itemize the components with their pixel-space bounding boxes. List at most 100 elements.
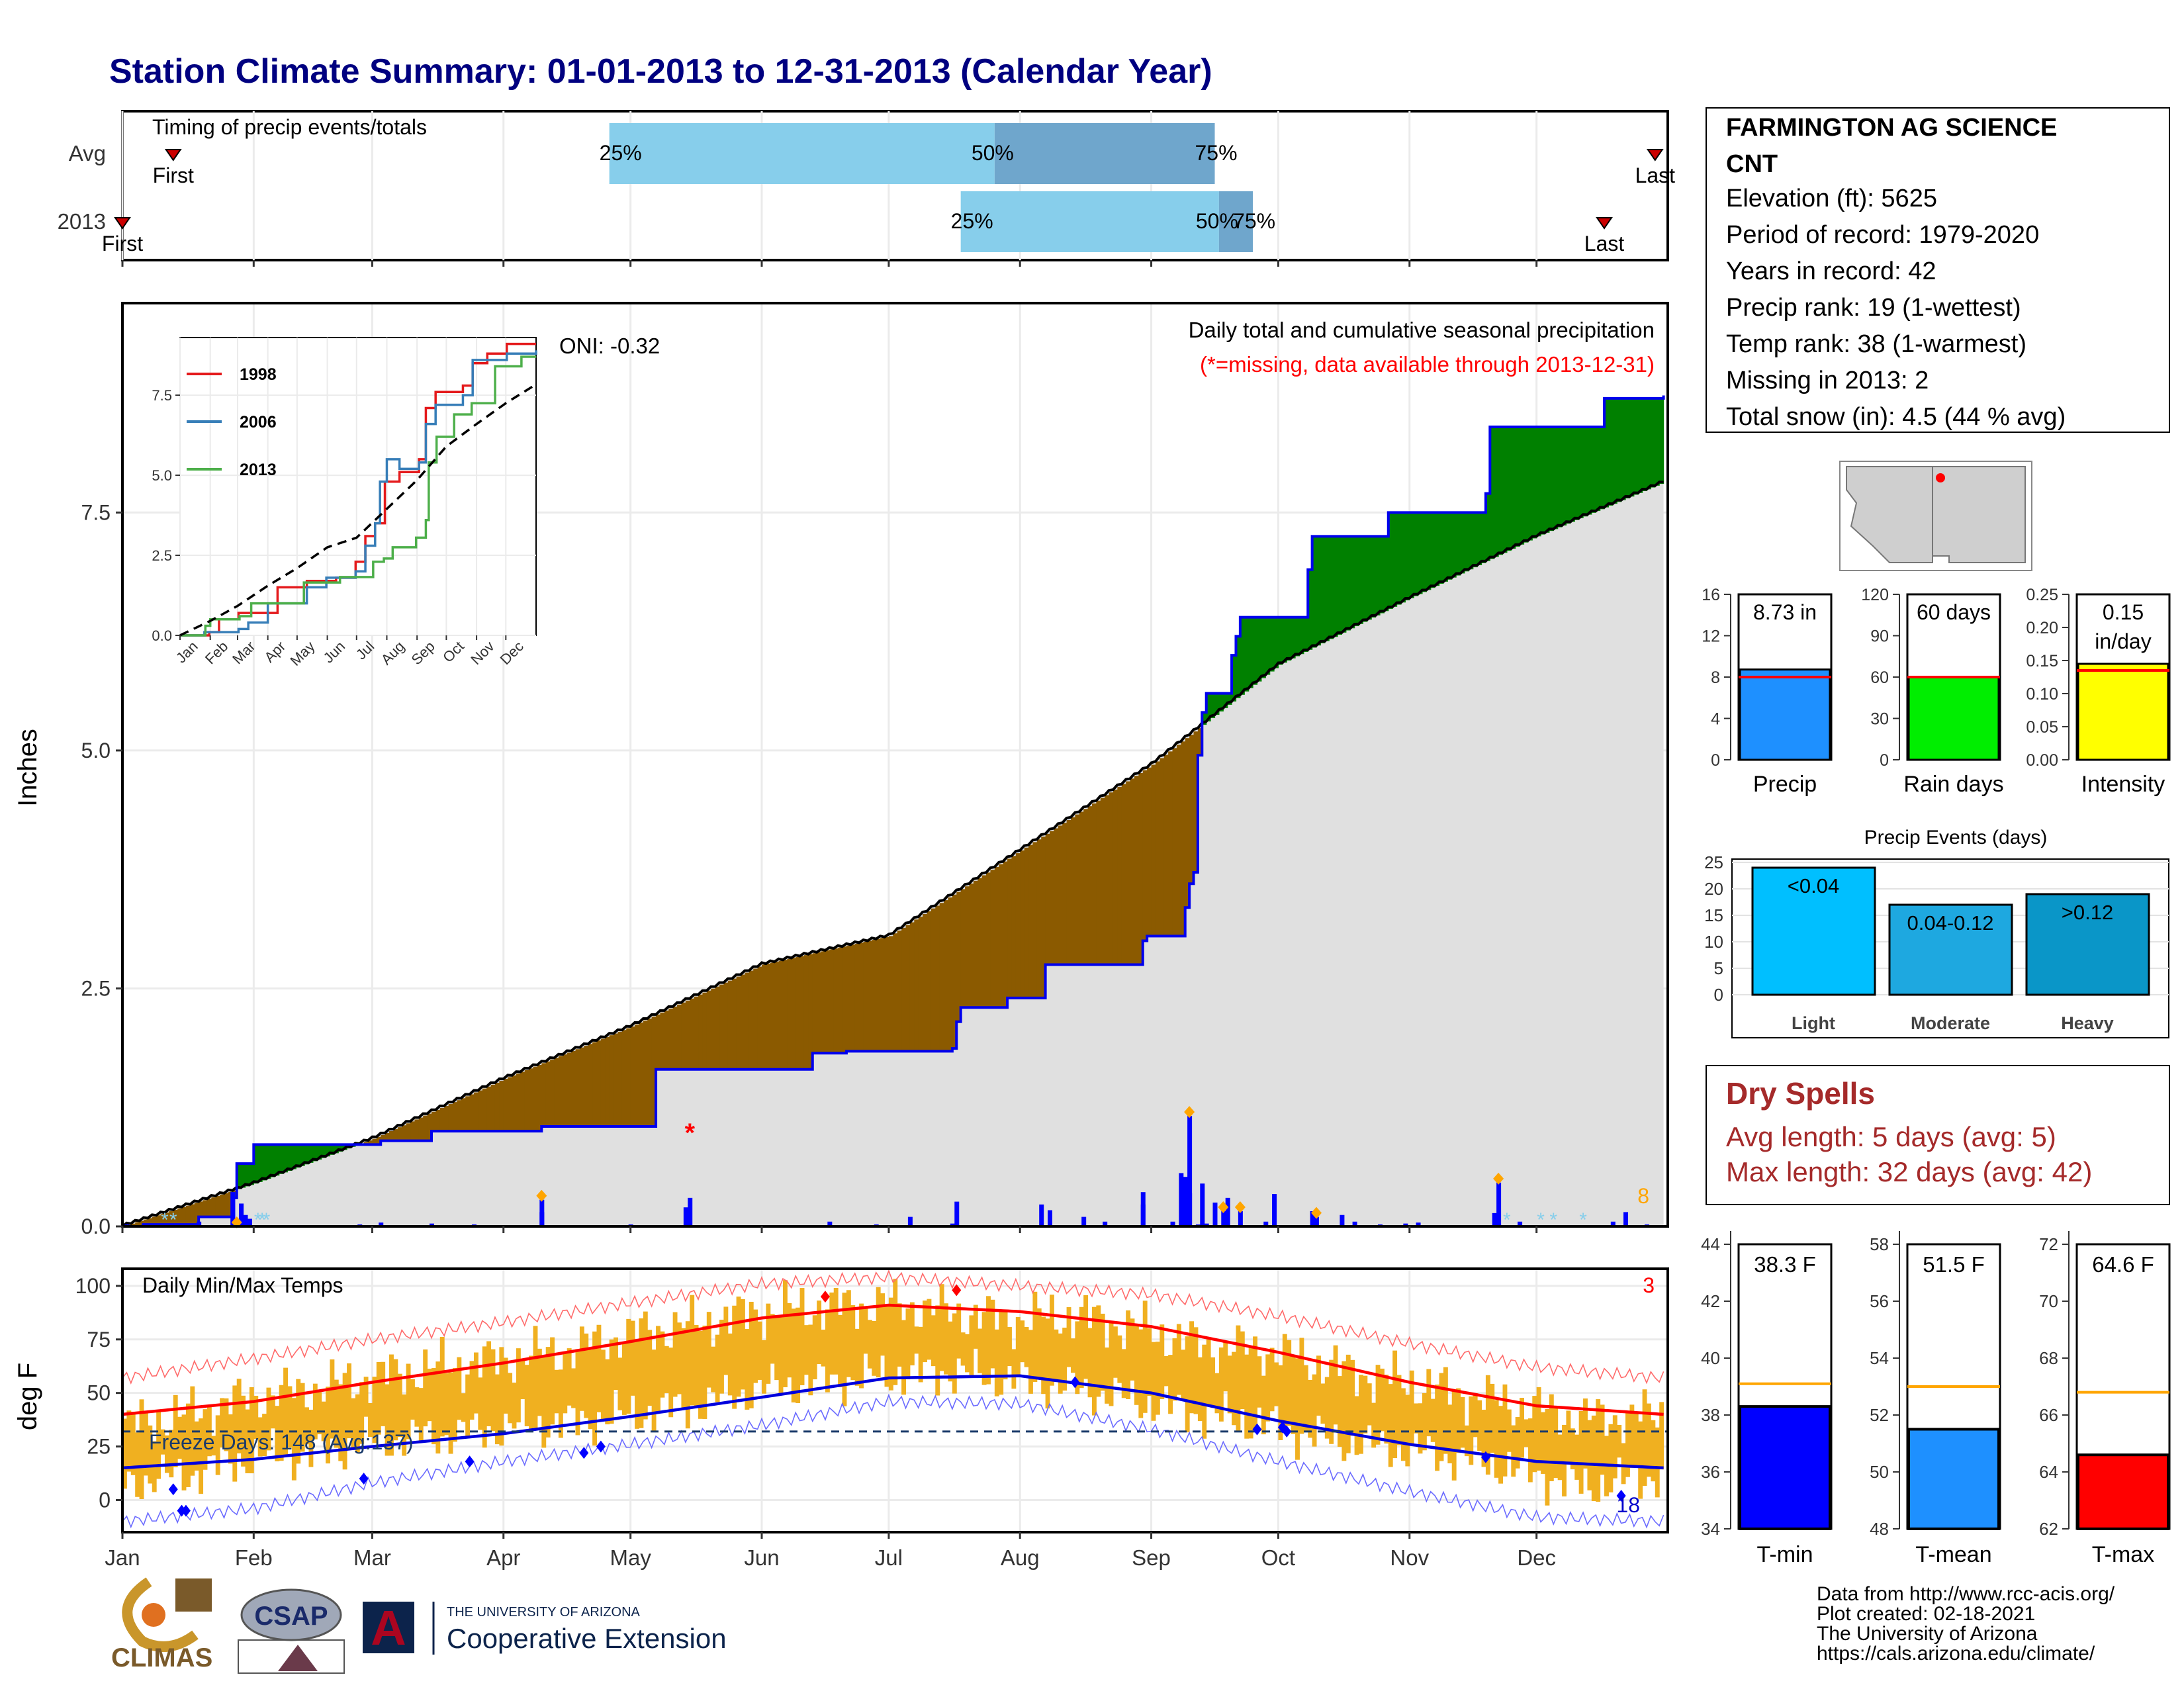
deficit-segment <box>160 1214 165 1225</box>
daily-temp-range <box>893 1279 898 1385</box>
deficit-segment <box>541 1063 547 1126</box>
month-label-Aug: Aug <box>1001 1545 1040 1570</box>
surplus-segment <box>1291 617 1296 659</box>
deficit-segment <box>1155 761 1160 937</box>
daily-precip-bar <box>950 1223 955 1226</box>
deficit-segment <box>584 1045 589 1126</box>
deficit-segment <box>808 954 813 1070</box>
daily-temp-range <box>1379 1368 1385 1432</box>
daily-temp-range <box>927 1299 932 1360</box>
daily-temp-range <box>381 1361 386 1426</box>
daily-temp-range <box>948 1321 953 1382</box>
daily-temp-range <box>185 1403 191 1487</box>
timing-row-avg: Avg <box>69 141 106 165</box>
month-label-Nov: Nov <box>1390 1545 1429 1570</box>
daily-temp-range <box>160 1429 165 1455</box>
record-low-marker <box>1616 1489 1626 1502</box>
deficit-segment <box>630 1026 635 1126</box>
month-label-Jan: Jan <box>105 1545 140 1570</box>
surplus-segment <box>1515 426 1520 547</box>
daily-temp-range <box>215 1415 220 1475</box>
daily-precip-bar <box>1416 1222 1421 1226</box>
surplus-segment <box>1329 536 1334 639</box>
temp-bar-tick-label: 44 <box>1701 1234 1720 1254</box>
events-xlabel: Heavy <box>2061 1013 2114 1033</box>
surplus-segment <box>1338 536 1343 635</box>
summary-bar-tick-label: 120 <box>1861 586 1889 604</box>
deficit-segment <box>571 1050 576 1126</box>
snow-marker: * <box>161 1209 169 1231</box>
daily-temp-range <box>939 1284 944 1371</box>
daily-temp-range <box>1612 1415 1617 1479</box>
daily-temp-range <box>1193 1327 1199 1414</box>
month-label-Oct: Oct <box>1261 1545 1295 1570</box>
daily-temp-range <box>1312 1374 1317 1447</box>
surplus-segment <box>304 1144 310 1165</box>
deficit-segment <box>1041 837 1046 998</box>
deficit-segment <box>872 940 877 1052</box>
deficit-segment <box>1003 861 1008 1008</box>
temp-bar-tick-label: 58 <box>1870 1234 1889 1254</box>
events-bar-Light <box>1751 866 1876 996</box>
deficit-segment <box>651 1016 657 1126</box>
deficit-segment <box>588 1044 593 1126</box>
temp-ytick-label: 25 <box>87 1435 111 1459</box>
daily-temp-range <box>901 1320 906 1395</box>
station-temp-rank: Temp rank: 38 (1-warmest) <box>1726 330 2026 358</box>
daily-temp-range <box>1291 1357 1296 1434</box>
timing-bar-50-75 <box>1218 191 1253 252</box>
month-label-Jul: Jul <box>875 1545 903 1570</box>
surplus-segment <box>1629 398 1635 497</box>
surplus-segment <box>1596 426 1601 512</box>
daily-temp-range <box>1345 1354 1351 1453</box>
surplus-segment <box>1549 426 1554 531</box>
inset-ytick-label: 2.5 <box>152 547 172 564</box>
surplus-segment <box>1443 512 1448 582</box>
surplus-segment <box>1553 426 1559 529</box>
deficit-segment <box>876 938 881 1052</box>
daily-temp-range <box>973 1304 978 1349</box>
deficit-segment <box>169 1211 174 1225</box>
daily-precip-bar <box>247 1218 252 1226</box>
deficit-segment <box>554 1058 559 1126</box>
csap-logo: CSAP <box>238 1588 345 1674</box>
avg-cumulative-line <box>121 480 1664 1228</box>
daily-temp-range <box>444 1373 449 1436</box>
precip-ylabel: Inches <box>13 729 42 807</box>
daily-temp-range <box>1083 1295 1089 1379</box>
daily-temp-range <box>935 1305 940 1396</box>
daily-temp-range <box>1287 1340 1292 1426</box>
summary-bar-tick-label: 30 <box>1870 710 1889 729</box>
surplus-segment <box>1557 426 1563 527</box>
daily-temp-range <box>931 1315 936 1367</box>
temp-panel: 0 25 50 75 100 Jan Feb Mar Apr May Jun Jul Aug Sep Oc… <box>13 260 1669 1570</box>
deficit-segment <box>406 1123 411 1141</box>
surplus-segment <box>1574 426 1580 520</box>
events-xlabel: Moderate <box>1911 1013 1990 1033</box>
deficit-segment <box>156 1215 161 1225</box>
deficit-segment <box>1113 790 1118 965</box>
events-bar-Moderate <box>1888 903 2013 996</box>
deficit-segment <box>1054 828 1059 965</box>
station-elevation: Elevation (ft): 5625 <box>1726 185 1937 212</box>
daily-temp-range <box>1134 1326 1139 1405</box>
record-max-line <box>122 1269 1664 1385</box>
surplus-segment <box>1303 617 1308 653</box>
daily-temp-range <box>1617 1424 1622 1458</box>
surplus-segment <box>1400 512 1406 603</box>
deficit-segment <box>1176 745 1181 937</box>
daily-temp-range <box>334 1379 339 1448</box>
temp-bar-T-max <box>2077 1453 2169 1530</box>
daily-temp-range <box>1096 1305 1101 1397</box>
timing-label-25: 25% <box>951 209 993 233</box>
deficit-segment <box>1062 823 1068 965</box>
daily-temp-range <box>1206 1339 1211 1404</box>
temp-ytick-label: 50 <box>87 1381 111 1405</box>
daily-temp-range <box>1087 1328 1093 1398</box>
daily-temp-range <box>846 1290 851 1377</box>
daily-temp-range <box>126 1410 132 1472</box>
daily-temp-range <box>1511 1425 1516 1477</box>
deficit-segment <box>164 1212 169 1225</box>
deficit-segment <box>1126 781 1131 965</box>
